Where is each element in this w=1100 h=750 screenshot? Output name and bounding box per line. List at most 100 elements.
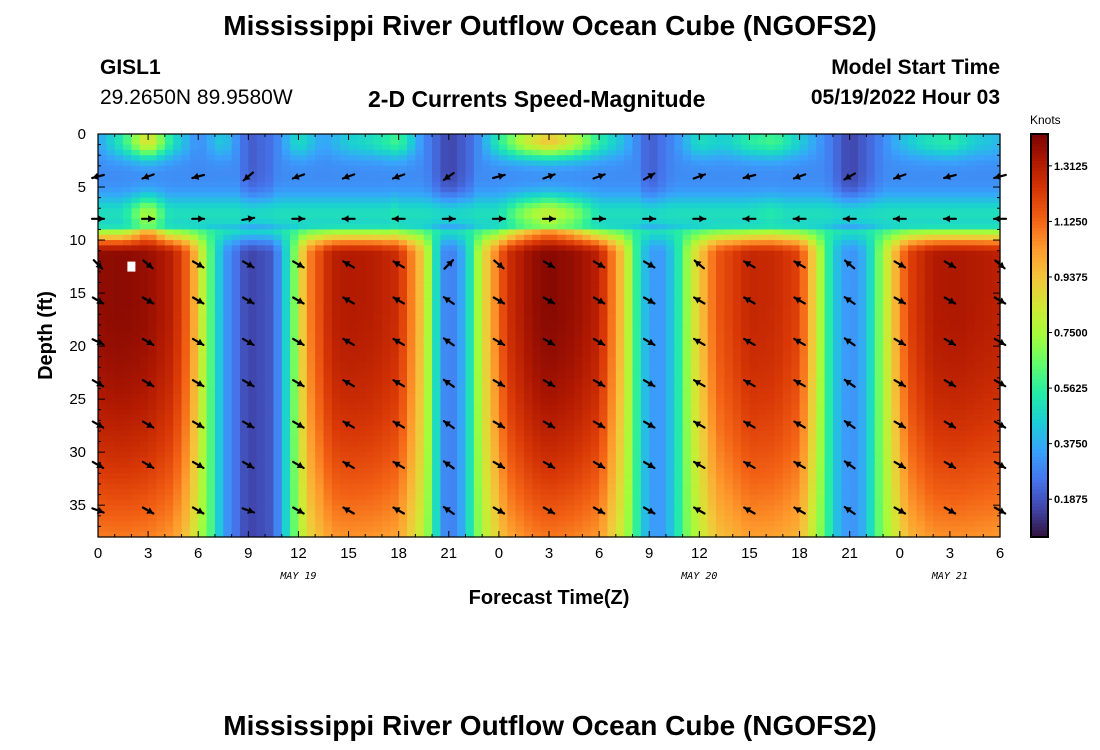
heatmap-cell bbox=[131, 255, 141, 262]
heatmap-cell bbox=[557, 139, 567, 146]
heatmap-cell bbox=[265, 287, 274, 294]
heatmap-cell bbox=[716, 229, 725, 236]
heatmap-cell bbox=[273, 187, 283, 193]
heatmap-cell bbox=[331, 261, 341, 268]
heatmap-cell bbox=[131, 134, 141, 140]
heatmap-cell bbox=[807, 134, 817, 140]
heatmap-cell bbox=[198, 367, 208, 374]
heatmap-cell bbox=[958, 287, 968, 294]
heatmap-cell bbox=[849, 282, 859, 289]
heatmap-cell bbox=[590, 282, 600, 289]
heatmap-cell bbox=[507, 255, 517, 262]
heatmap-cell bbox=[331, 346, 341, 353]
heatmap-cell bbox=[457, 187, 467, 193]
heatmap-cell bbox=[599, 176, 609, 183]
heatmap-cell bbox=[398, 218, 408, 225]
heatmap-cell bbox=[858, 213, 867, 220]
heatmap-cell bbox=[490, 165, 500, 172]
heatmap-cell bbox=[858, 308, 867, 315]
heatmap-cell bbox=[148, 208, 158, 215]
heatmap-cell bbox=[908, 372, 918, 379]
heatmap-cell bbox=[290, 155, 300, 162]
heatmap-cell bbox=[565, 372, 575, 379]
heatmap-cell bbox=[231, 245, 241, 252]
heatmap-cell bbox=[206, 240, 216, 246]
heatmap-cell bbox=[849, 372, 859, 379]
heatmap-cell bbox=[373, 356, 383, 363]
heatmap-cell bbox=[816, 155, 826, 162]
heatmap-cell bbox=[498, 335, 508, 342]
heatmap-cell bbox=[941, 181, 951, 188]
heatmap-cell bbox=[473, 324, 483, 331]
heatmap-cell bbox=[732, 346, 742, 353]
heatmap-cell bbox=[899, 330, 909, 337]
heatmap-cell bbox=[966, 340, 976, 347]
heatmap-cell bbox=[390, 340, 400, 347]
heatmap-cell bbox=[908, 245, 918, 252]
heatmap-cell bbox=[590, 155, 600, 162]
heatmap-cell bbox=[974, 197, 984, 204]
heatmap-cell bbox=[498, 372, 508, 379]
heatmap-cell bbox=[899, 155, 909, 162]
heatmap-cell bbox=[440, 255, 450, 262]
heatmap-cell bbox=[498, 139, 508, 146]
heatmap-cell bbox=[164, 319, 174, 326]
heatmap-cell bbox=[841, 155, 851, 162]
heatmap-cell bbox=[632, 202, 642, 209]
heatmap-cell bbox=[866, 176, 876, 183]
heatmap-cell bbox=[440, 367, 450, 374]
heatmap-cell bbox=[716, 261, 725, 268]
heatmap-cell bbox=[465, 324, 475, 331]
speed-heatmap bbox=[98, 134, 1001, 538]
heatmap-cell bbox=[281, 335, 291, 342]
heatmap-cell bbox=[799, 160, 809, 167]
heatmap-cell bbox=[123, 218, 133, 225]
heatmap-cell bbox=[457, 340, 467, 347]
heatmap-cell bbox=[123, 155, 133, 162]
heatmap-cell bbox=[782, 218, 792, 225]
heatmap-cell bbox=[574, 255, 584, 262]
heatmap-cell bbox=[273, 218, 283, 225]
heatmap-cell bbox=[231, 202, 241, 209]
heatmap-cell bbox=[590, 255, 600, 262]
heatmap-cell bbox=[515, 351, 525, 358]
heatmap-cell bbox=[590, 218, 600, 225]
heatmap-cell bbox=[106, 266, 116, 273]
heatmap-cell bbox=[290, 293, 300, 299]
heatmap-cell bbox=[123, 181, 133, 188]
heatmap-cell bbox=[732, 176, 742, 183]
heatmap-cell bbox=[732, 319, 742, 326]
heatmap-cell bbox=[874, 335, 884, 342]
heatmap-cell bbox=[983, 171, 993, 178]
heatmap-cell bbox=[749, 155, 759, 162]
heatmap-cell bbox=[791, 293, 801, 299]
heatmap-cell bbox=[582, 155, 592, 162]
heatmap-cell bbox=[883, 197, 893, 204]
heatmap-cell bbox=[707, 160, 717, 167]
heatmap-cell bbox=[306, 144, 316, 151]
heatmap-cell bbox=[173, 271, 183, 278]
heatmap-cell bbox=[682, 298, 692, 305]
heatmap-cell bbox=[256, 303, 266, 310]
heatmap-cell bbox=[423, 149, 433, 156]
heatmap-cell bbox=[933, 181, 943, 188]
heatmap-cell bbox=[574, 324, 584, 331]
heatmap-cell bbox=[766, 234, 776, 241]
heatmap-cell bbox=[824, 372, 834, 379]
heatmap-cell bbox=[523, 287, 533, 294]
heatmap-cell bbox=[682, 218, 692, 225]
heatmap-cell bbox=[139, 277, 149, 284]
heatmap-cell bbox=[615, 176, 625, 183]
heatmap-cell bbox=[732, 197, 742, 204]
heatmap-cell bbox=[624, 324, 634, 331]
heatmap-cell bbox=[590, 271, 600, 278]
heatmap-cell bbox=[807, 181, 817, 188]
heatmap-cell bbox=[557, 192, 567, 199]
heatmap-cell bbox=[407, 165, 416, 172]
heatmap-cell bbox=[590, 372, 600, 379]
heatmap-cell bbox=[423, 197, 433, 204]
heatmap-cell bbox=[716, 192, 725, 199]
heatmap-cell bbox=[498, 245, 508, 252]
heatmap-cell bbox=[323, 234, 333, 241]
heatmap-cell bbox=[98, 298, 107, 305]
